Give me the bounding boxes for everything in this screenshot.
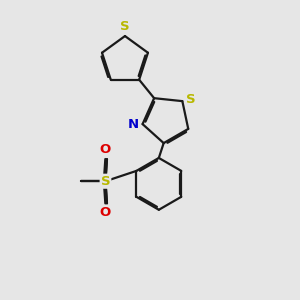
Text: S: S xyxy=(120,20,130,32)
Text: O: O xyxy=(100,143,111,156)
Text: S: S xyxy=(187,93,196,106)
Text: S: S xyxy=(101,175,110,188)
Text: O: O xyxy=(100,206,111,219)
Text: N: N xyxy=(127,118,139,130)
